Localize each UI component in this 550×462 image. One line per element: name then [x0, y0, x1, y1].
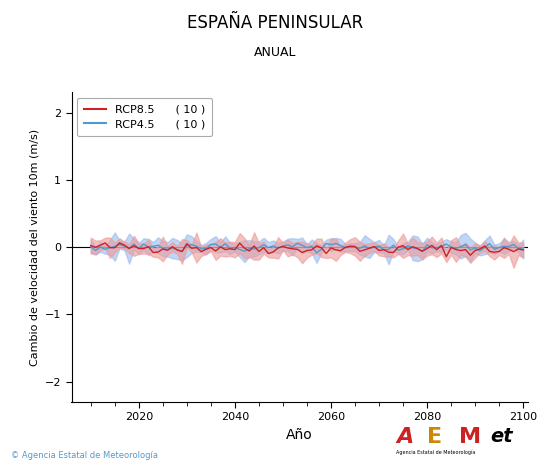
- Text: E: E: [427, 426, 443, 447]
- X-axis label: Año: Año: [287, 428, 313, 442]
- Text: A: A: [396, 426, 413, 447]
- Text: ESPAÑA PENINSULAR: ESPAÑA PENINSULAR: [187, 14, 363, 32]
- Text: et: et: [491, 427, 513, 446]
- Text: © Agencia Estatal de Meteorología: © Agencia Estatal de Meteorología: [11, 451, 158, 460]
- Legend: RCP8.5      ( 10 ), RCP4.5      ( 10 ): RCP8.5 ( 10 ), RCP4.5 ( 10 ): [77, 98, 212, 136]
- Text: ANUAL: ANUAL: [254, 46, 296, 59]
- Text: Agencia Estatal de Meteorología: Agencia Estatal de Meteorología: [396, 450, 475, 456]
- Text: M: M: [459, 426, 481, 447]
- Y-axis label: Cambio de velocidad del viento 10m (m/s): Cambio de velocidad del viento 10m (m/s): [29, 128, 39, 366]
